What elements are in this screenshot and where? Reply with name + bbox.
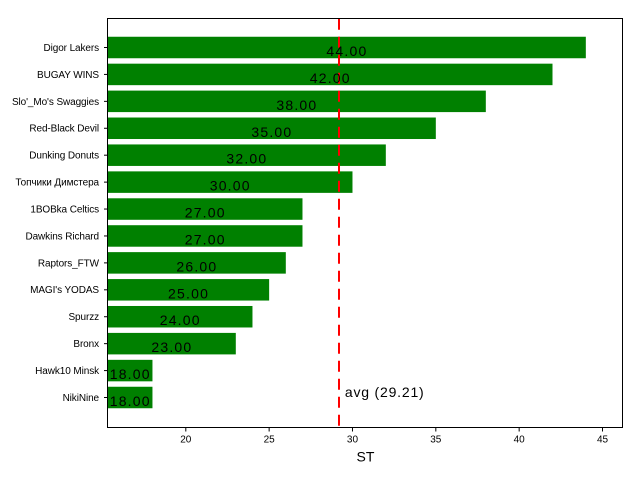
svg-text:38.00: 38.00 <box>276 97 317 113</box>
svg-text:Dunking Donuts: Dunking Donuts <box>29 151 99 162</box>
svg-text:Digor Lakers: Digor Lakers <box>44 43 100 54</box>
svg-text:Raptors_FTW: Raptors_FTW <box>38 258 100 269</box>
svg-text:35: 35 <box>430 435 442 446</box>
svg-text:44.00: 44.00 <box>326 43 367 59</box>
svg-text:42.00: 42.00 <box>310 70 351 86</box>
svg-text:40: 40 <box>514 435 526 446</box>
svg-text:23.00: 23.00 <box>151 339 192 355</box>
svg-text:25.00: 25.00 <box>168 285 209 301</box>
svg-text:30: 30 <box>347 435 359 446</box>
svg-text:BUGAY WINS: BUGAY WINS <box>37 70 99 81</box>
svg-text:27.00: 27.00 <box>185 205 226 221</box>
svg-text:24.00: 24.00 <box>160 312 201 328</box>
svg-text:Hawk10 Minsk: Hawk10 Minsk <box>35 366 100 377</box>
svg-text:26.00: 26.00 <box>176 258 217 274</box>
svg-text:Spurzz: Spurzz <box>68 312 99 323</box>
svg-text:32.00: 32.00 <box>226 151 267 167</box>
svg-text:27.00: 27.00 <box>185 231 226 247</box>
svg-text:NikiNine: NikiNine <box>63 393 100 404</box>
svg-text:Red-Black Devil: Red-Black Devil <box>29 124 99 135</box>
svg-text:Топчики Димстера: Топчики Димстера <box>15 178 99 189</box>
svg-text:20: 20 <box>180 435 192 446</box>
svg-text:30.00: 30.00 <box>210 178 251 194</box>
svg-text:avg (29.21): avg (29.21) <box>345 384 425 400</box>
svg-text:35.00: 35.00 <box>251 124 292 140</box>
svg-text:45: 45 <box>597 435 609 446</box>
svg-text:18.00: 18.00 <box>110 366 151 382</box>
svg-text:ST: ST <box>357 449 375 465</box>
svg-text:25: 25 <box>264 435 276 446</box>
svg-text:Slo'_Mo's Swaggies: Slo'_Mo's Swaggies <box>12 97 99 108</box>
svg-text:Dawkins Richard: Dawkins Richard <box>25 231 99 242</box>
svg-text:Bronx: Bronx <box>73 339 99 350</box>
svg-text:MAGI's YODAS: MAGI's YODAS <box>30 285 99 296</box>
svg-text:18.00: 18.00 <box>110 393 151 409</box>
svg-text:1BOBka Celtics: 1BOBka Celtics <box>30 204 99 215</box>
